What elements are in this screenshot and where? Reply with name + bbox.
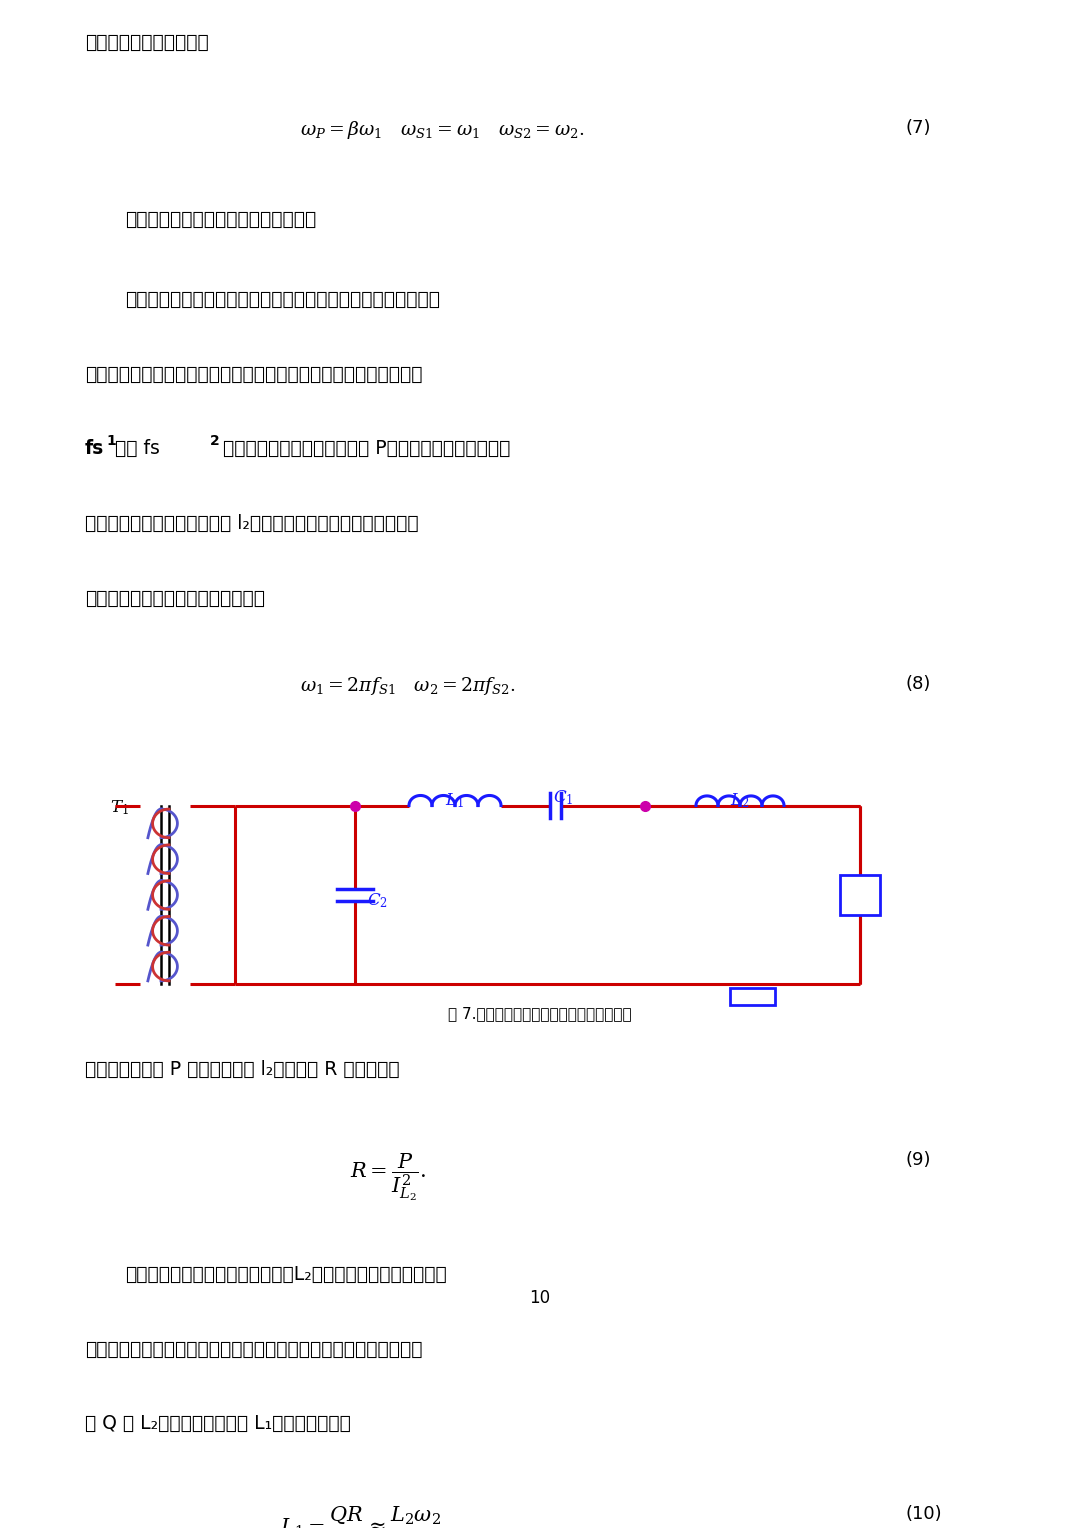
Text: $L_1$: $L_1$ [445,792,464,810]
Text: 知道了有效功率 P 和感应器电流 l₂，则电阻 R 用下式表达: 知道了有效功率 P 和感应器电流 l₂，则电阻 R 用下式表达 [85,1060,400,1079]
Text: $C_1$: $C_1$ [553,788,573,807]
Text: 果 Q 是 L₂的质量因素，于是 L₁可以用下式表达: 果 Q 是 L₂的质量因素，于是 L₁可以用下式表达 [85,1415,351,1433]
Text: 图 7.双频串联逆变器输出谐振电路实际设计: 图 7.双频串联逆变器输出谐振电路实际设计 [448,1007,632,1021]
Text: 在研究了特定的感应加热应用，通常是淬火之后，通过真实的试: 在研究了特定的感应加热应用，通常是淬火之后，通过真实的试 [125,290,440,309]
Text: (8): (8) [905,675,930,694]
Text: $T_1$: $T_1$ [110,799,129,817]
Text: $R$: $R$ [853,886,867,905]
Text: (10): (10) [905,1505,942,1523]
Text: 从此，谐振频率可表达为: 从此，谐振频率可表达为 [85,34,208,52]
Bar [840,876,880,915]
Bar [730,989,775,1005]
Text: ，和 fs: ，和 fs [114,440,160,458]
Text: 10: 10 [529,1290,551,1308]
Text: 2: 2 [210,434,219,448]
Text: $\omega_P = \beta\omega_1 \quad \omega_{S1} = \omega_1 \quad \omega_{S2} = \omeg: $\omega_P = \beta\omega_1 \quad \omega_{… [300,119,584,142]
Text: 的尺寸都是可能的。工作频率数值是: 的尺寸都是可能的。工作频率数值是 [85,590,265,608]
Text: $\omega_1 = 2\pi f_{S1} \quad \omega_2 = 2\pi f_{S2}.$: $\omega_1 = 2\pi f_{S1} \quad \omega_2 =… [300,675,516,697]
Text: (7): (7) [905,119,931,138]
Text: $L_2$: $L_2$ [730,792,750,810]
Text: (9): (9) [905,1151,931,1169]
Text: 从加热感应器和工件的几何特性，L₂值即可推断。为了简化设计: 从加热感应器和工件的几何特性，L₂值即可推断。为了简化设计 [125,1265,447,1284]
Text: 程序，我们认为，谐振电路的两个电感的质量因素能够是相似的。如: 程序，我们认为，谐振电路的两个电感的质量因素能够是相似的。如 [85,1340,422,1358]
Text: $L_1 = \dfrac{QR}{\omega_1} \approx \dfrac{L_2\omega_2}{\omega_1}.$: $L_1 = \dfrac{QR}{\omega_1} \approx \dfr… [280,1505,450,1528]
Text: 这个谐振电路的部件的设计程序如下。: 这个谐振电路的部件的设计程序如下。 [125,211,316,229]
Text: 1: 1 [106,434,116,448]
Text: fs: fs [85,440,105,458]
Text: $R = \dfrac{P}{I^2_{L_2}}.$: $R = \dfrac{P}{I^2_{L_2}}.$ [350,1151,427,1203]
Text: 成能量正确转移的感应器电流 l₂的均方根值，最后还有加热感应器: 成能量正确转移的感应器电流 l₂的均方根值，最后还有加热感应器 [85,515,419,533]
Text: 的值由逆变器要求的有效功率 P，要求从感应器到工件完: 的值由逆变器要求的有效功率 P，要求从感应器到工件完 [222,440,511,458]
Text: 验和有限元模拟，或者是从过去经验中抽取数据，从而设定工作频率: 验和有限元模拟，或者是从过去经验中抽取数据，从而设定工作频率 [85,365,422,384]
Text: $C_2$: $C_2$ [367,891,388,911]
